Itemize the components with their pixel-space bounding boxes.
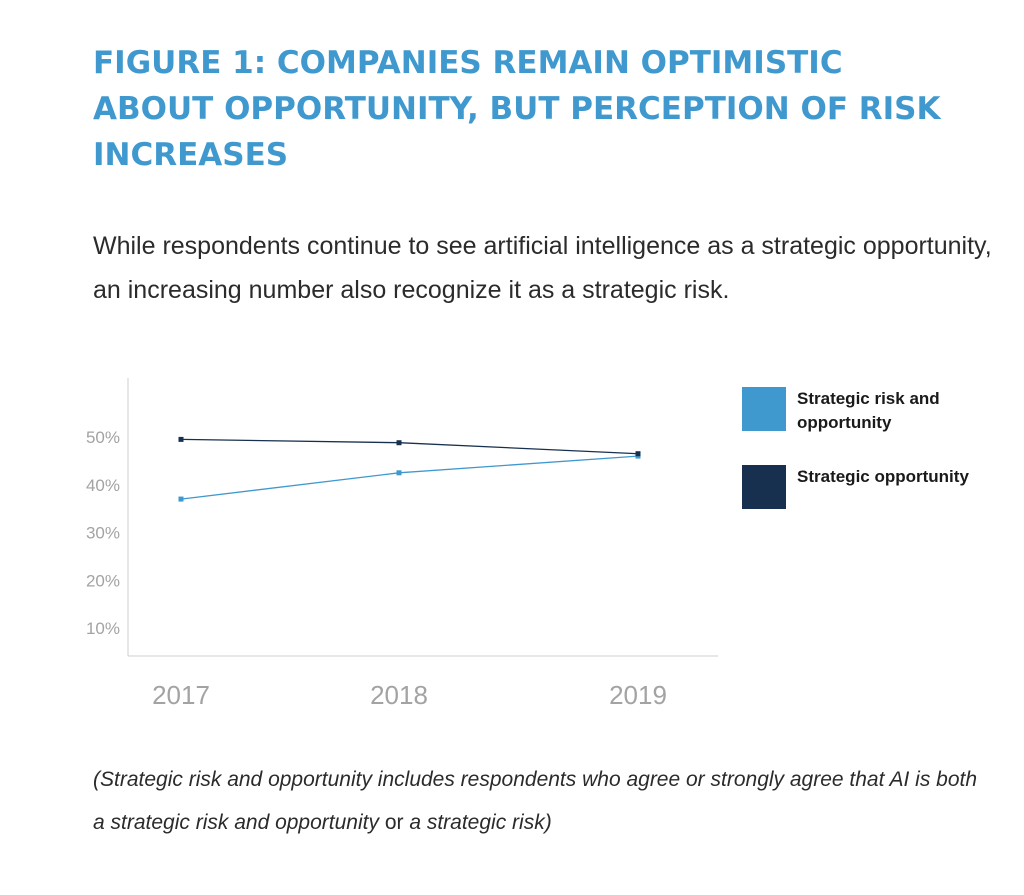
legend-swatch-opportunity [742, 465, 786, 509]
y-axis-ticks: 10% 20% 30% 40% 50% [86, 428, 120, 638]
figure-subtitle: While respondents continue to see artifi… [93, 232, 992, 304]
legend-label-risk-and-opportunity: Strategic risk and opportunity [797, 389, 940, 432]
legend-swatch-risk-and-opportunity [742, 387, 786, 431]
x-axis-ticks: 2017 2018 2019 [152, 680, 667, 710]
data-point [635, 451, 641, 457]
x-tick-label: 2017 [152, 680, 210, 710]
y-tick-label: 10% [86, 619, 120, 638]
y-tick-label: 20% [86, 571, 120, 590]
series-risk-and-opportunity [178, 453, 641, 502]
y-tick-label: 40% [86, 476, 120, 495]
data-point [178, 496, 184, 502]
y-tick-label: 50% [86, 428, 120, 447]
series-line [180, 455, 639, 500]
legend-label-opportunity: Strategic opportunity [797, 467, 969, 486]
y-tick-label: 30% [86, 524, 120, 543]
series-line [180, 438, 639, 455]
line-chart: 10% 20% 30% 40% 50% 2017 2018 2019 [86, 378, 718, 710]
legend-item-risk-and-opportunity: Strategic risk and opportunity [742, 387, 1002, 433]
x-tick-label: 2018 [370, 680, 428, 710]
data-point [178, 436, 184, 442]
series-opportunity [178, 436, 641, 457]
series-layer [178, 436, 641, 502]
figure-footnote: (Strategic risk and opportunity includes… [93, 758, 993, 844]
x-tick-label: 2019 [609, 680, 667, 710]
footnote-part-3: a strategic risk) [409, 811, 552, 834]
figure-title: FIGURE 1: COMPANIES REMAIN OPTIMISTIC AB… [93, 45, 941, 173]
footnote-part-2: or [378, 811, 410, 834]
footnote-part-1: (Strategic risk and opportunity includes… [93, 768, 978, 834]
data-point [396, 470, 402, 476]
chart-axes [127, 378, 718, 657]
data-point [396, 440, 402, 446]
legend-item-opportunity: Strategic opportunity [742, 465, 1002, 511]
